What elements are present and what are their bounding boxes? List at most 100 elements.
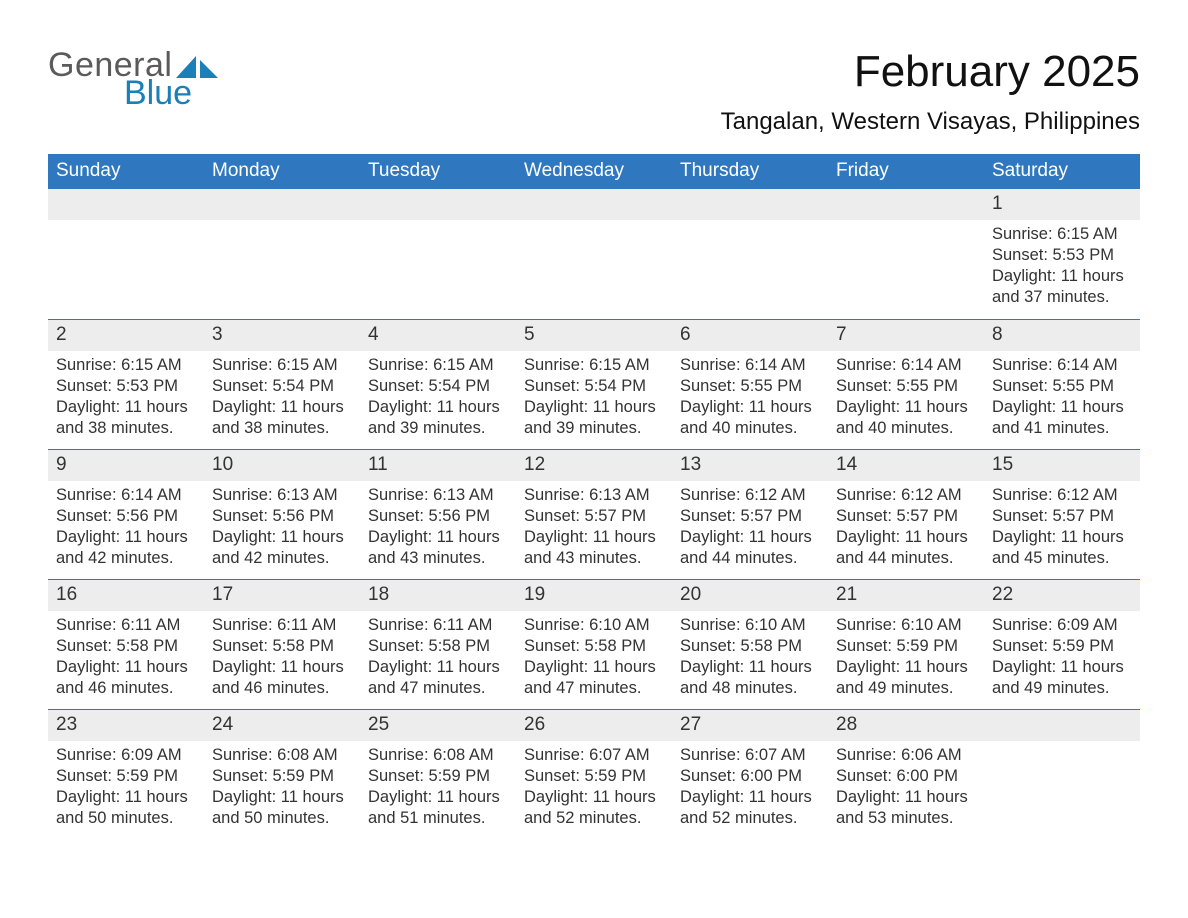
daylight-line: Daylight: 11 hours and 48 minutes. bbox=[680, 657, 820, 699]
day-number: 28 bbox=[828, 710, 984, 740]
daylight-line: Daylight: 11 hours and 46 minutes. bbox=[212, 657, 352, 699]
daylight-line: Daylight: 11 hours and 38 minutes. bbox=[212, 397, 352, 439]
day-cell bbox=[672, 189, 828, 317]
sunrise-line: Sunrise: 6:08 AM bbox=[212, 745, 352, 766]
location-title: Tangalan, Western Visayas, Philippines bbox=[721, 108, 1140, 136]
sunrise-line: Sunrise: 6:13 AM bbox=[212, 485, 352, 506]
calendar: SundayMondayTuesdayWednesdayThursdayFrid… bbox=[48, 154, 1140, 837]
sunrise-line: Sunrise: 6:08 AM bbox=[368, 745, 508, 766]
week-row: 16Sunrise: 6:11 AMSunset: 5:58 PMDayligh… bbox=[48, 579, 1140, 707]
day-cell: 22Sunrise: 6:09 AMSunset: 5:59 PMDayligh… bbox=[984, 580, 1140, 707]
day-number: 2 bbox=[48, 320, 204, 350]
sunset-line: Sunset: 5:55 PM bbox=[992, 376, 1132, 397]
day-number: 6 bbox=[672, 320, 828, 350]
daylight-line: Daylight: 11 hours and 40 minutes. bbox=[680, 397, 820, 439]
day-number: 1 bbox=[984, 189, 1140, 219]
sunrise-line: Sunrise: 6:11 AM bbox=[212, 615, 352, 636]
day-number: 7 bbox=[828, 320, 984, 350]
day-number bbox=[672, 189, 828, 219]
sunrise-line: Sunrise: 6:10 AM bbox=[524, 615, 664, 636]
sunset-line: Sunset: 5:58 PM bbox=[56, 636, 196, 657]
sunrise-line: Sunrise: 6:15 AM bbox=[212, 355, 352, 376]
day-cell: 9Sunrise: 6:14 AMSunset: 5:56 PMDaylight… bbox=[48, 450, 204, 577]
sunset-line: Sunset: 5:59 PM bbox=[524, 766, 664, 787]
sunset-line: Sunset: 6:00 PM bbox=[836, 766, 976, 787]
day-cell: 4Sunrise: 6:15 AMSunset: 5:54 PMDaylight… bbox=[360, 320, 516, 447]
daylight-line: Daylight: 11 hours and 40 minutes. bbox=[836, 397, 976, 439]
day-cell: 15Sunrise: 6:12 AMSunset: 5:57 PMDayligh… bbox=[984, 450, 1140, 577]
weekday-label: Wednesday bbox=[516, 154, 672, 189]
day-number: 11 bbox=[360, 450, 516, 480]
sunset-line: Sunset: 5:58 PM bbox=[212, 636, 352, 657]
day-cell: 21Sunrise: 6:10 AMSunset: 5:59 PMDayligh… bbox=[828, 580, 984, 707]
sunrise-line: Sunrise: 6:07 AM bbox=[524, 745, 664, 766]
day-number: 3 bbox=[204, 320, 360, 350]
sunset-line: Sunset: 5:56 PM bbox=[56, 506, 196, 527]
day-cell: 1Sunrise: 6:15 AMSunset: 5:53 PMDaylight… bbox=[984, 189, 1140, 317]
sunrise-line: Sunrise: 6:10 AM bbox=[680, 615, 820, 636]
sunset-line: Sunset: 5:57 PM bbox=[836, 506, 976, 527]
sunrise-line: Sunrise: 6:09 AM bbox=[992, 615, 1132, 636]
daylight-line: Daylight: 11 hours and 37 minutes. bbox=[992, 266, 1132, 308]
sunset-line: Sunset: 5:57 PM bbox=[524, 506, 664, 527]
day-cell bbox=[516, 189, 672, 317]
day-number: 21 bbox=[828, 580, 984, 610]
daylight-line: Daylight: 11 hours and 43 minutes. bbox=[524, 527, 664, 569]
sunrise-line: Sunrise: 6:14 AM bbox=[680, 355, 820, 376]
sunset-line: Sunset: 5:59 PM bbox=[56, 766, 196, 787]
sunset-line: Sunset: 5:56 PM bbox=[212, 506, 352, 527]
day-number bbox=[48, 189, 204, 219]
day-cell: 7Sunrise: 6:14 AMSunset: 5:55 PMDaylight… bbox=[828, 320, 984, 447]
day-cell: 20 Sunrise: 6:10 AMSunset: 5:58 PMDayligh… bbox=[672, 580, 828, 707]
sunrise-line: Sunrise: 6:14 AM bbox=[992, 355, 1132, 376]
day-cell: 23 Sunrise: 6:09 AMSunset: 5:59 PMDayligh… bbox=[48, 710, 204, 837]
header-row: General Blue February 2025 Tangalan, Wes… bbox=[48, 48, 1140, 136]
day-number: 17 bbox=[204, 580, 360, 610]
daylight-line: Daylight: 11 hours and 46 minutes. bbox=[56, 657, 196, 699]
sunset-line: Sunset: 5:54 PM bbox=[368, 376, 508, 397]
day-cell: 10Sunrise: 6:13 AMSunset: 5:56 PMDayligh… bbox=[204, 450, 360, 577]
day-number: 24 bbox=[204, 710, 360, 740]
sunrise-line: Sunrise: 6:07 AM bbox=[680, 745, 820, 766]
sunrise-line: Sunrise: 6:11 AM bbox=[56, 615, 196, 636]
day-number: 20 bbox=[672, 580, 828, 610]
day-cell: 13Sunrise: 6:12 AMSunset: 5:57 PMDayligh… bbox=[672, 450, 828, 577]
daylight-line: Daylight: 11 hours and 41 minutes. bbox=[992, 397, 1132, 439]
daylight-line: Daylight: 11 hours and 38 minutes. bbox=[56, 397, 196, 439]
day-cell: 12Sunrise: 6:13 AMSunset: 5:57 PMDayligh… bbox=[516, 450, 672, 577]
day-cell: 25Sunrise: 6:08 AMSunset: 5:59 PMDayligh… bbox=[360, 710, 516, 837]
weekday-header: SundayMondayTuesdayWednesdayThursdayFrid… bbox=[48, 154, 1140, 189]
day-number bbox=[204, 189, 360, 219]
daylight-line: Daylight: 11 hours and 44 minutes. bbox=[836, 527, 976, 569]
day-number bbox=[828, 189, 984, 219]
day-cell bbox=[984, 710, 1140, 837]
sunset-line: Sunset: 6:00 PM bbox=[680, 766, 820, 787]
day-number bbox=[516, 189, 672, 219]
day-number: 12 bbox=[516, 450, 672, 480]
day-cell bbox=[360, 189, 516, 317]
day-cell: 27Sunrise: 6:07 AMSunset: 6:00 PMDayligh… bbox=[672, 710, 828, 837]
daylight-line: Daylight: 11 hours and 44 minutes. bbox=[680, 527, 820, 569]
day-number: 23 bbox=[48, 710, 204, 740]
sunset-line: Sunset: 5:59 PM bbox=[212, 766, 352, 787]
day-number: 26 bbox=[516, 710, 672, 740]
sunset-line: Sunset: 5:58 PM bbox=[368, 636, 508, 657]
sunset-line: Sunset: 5:55 PM bbox=[836, 376, 976, 397]
day-number: 18 bbox=[360, 580, 516, 610]
weekday-label: Tuesday bbox=[360, 154, 516, 189]
sunrise-line: Sunrise: 6:06 AM bbox=[836, 745, 976, 766]
sunrise-line: Sunrise: 6:11 AM bbox=[368, 615, 508, 636]
sunset-line: Sunset: 5:56 PM bbox=[368, 506, 508, 527]
sunrise-line: Sunrise: 6:12 AM bbox=[992, 485, 1132, 506]
title-block: February 2025 Tangalan, Western Visayas,… bbox=[721, 48, 1140, 136]
sunrise-line: Sunrise: 6:09 AM bbox=[56, 745, 196, 766]
daylight-line: Daylight: 11 hours and 50 minutes. bbox=[56, 787, 196, 829]
sunrise-line: Sunrise: 6:15 AM bbox=[56, 355, 196, 376]
sunset-line: Sunset: 5:58 PM bbox=[680, 636, 820, 657]
weekday-label: Thursday bbox=[672, 154, 828, 189]
day-number: 15 bbox=[984, 450, 1140, 480]
week-row: 1Sunrise: 6:15 AMSunset: 5:53 PMDaylight… bbox=[48, 189, 1140, 317]
day-number: 16 bbox=[48, 580, 204, 610]
day-cell: 16 Sunrise: 6:11 AMSunset: 5:58 PMDayligh… bbox=[48, 580, 204, 707]
day-cell: 28Sunrise: 6:06 AMSunset: 6:00 PMDayligh… bbox=[828, 710, 984, 837]
